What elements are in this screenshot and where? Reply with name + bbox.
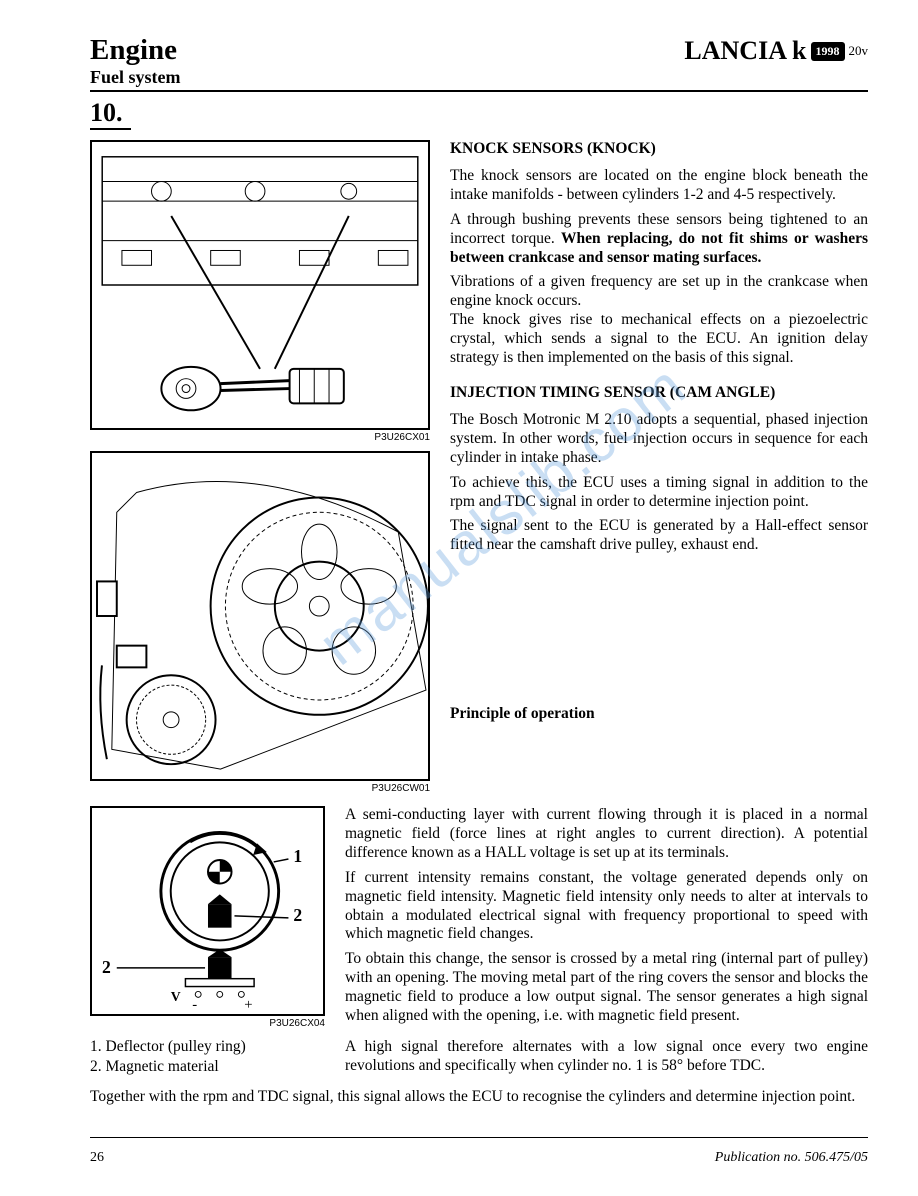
lower-left-column: 1 2 2 V - + P3U26CX04 1. Deflector (pull…: [90, 806, 325, 1082]
page-footer: 26 Publication no. 506.475/05: [90, 1137, 868, 1166]
closing-p1: A high signal therefore alternates with …: [345, 1038, 868, 1076]
fig3-label-2a: 2: [293, 905, 302, 925]
principle-p1: A semi-conducting layer with current flo…: [345, 806, 868, 863]
principle-p3: To obtain this change, the sensor is cro…: [345, 950, 868, 1026]
injection-p1: The Bosch Motronic M 2.10 adopts a seque…: [450, 411, 868, 468]
left-column: P3U26CX01: [90, 140, 430, 802]
figure2-caption: P3U26CW01: [90, 783, 430, 794]
fig3-label-1: 1: [293, 846, 302, 866]
brand-text: LANCIA k: [684, 36, 806, 66]
closing-p2: Together with the rpm and TDC signal, th…: [90, 1088, 868, 1107]
fig3-label-minus: -: [192, 997, 197, 1013]
figure1-caption: P3U26CX01: [90, 432, 430, 443]
knock-p4: The knock gives rise to mechanical effec…: [450, 311, 868, 368]
header-title: Engine: [90, 36, 180, 65]
header-left: Engine Fuel system: [90, 36, 180, 88]
legend-2: 2. Magnetic material: [90, 1057, 325, 1077]
right-column: KNOCK SENSORS (KNOCK) The knock sensors …: [450, 140, 868, 802]
variant-text: 20v: [849, 43, 869, 59]
figure-hall-principle: 1 2 2 V - +: [90, 806, 325, 1016]
injection-p2: To achieve this, the ECU uses a timing s…: [450, 474, 868, 512]
fig3-label-v: V: [171, 989, 181, 1004]
injection-heading: INJECTION TIMING SENSOR (CAM ANGLE): [450, 384, 868, 403]
knock-heading: KNOCK SENSORS (KNOCK): [450, 140, 868, 159]
fig3-label-plus: +: [244, 997, 252, 1013]
fig3-label-2b: 2: [102, 957, 111, 977]
figure3-caption: P3U26CX04: [90, 1018, 325, 1029]
injection-p3: The signal sent to the ECU is generated …: [450, 517, 868, 555]
page-header: Engine Fuel system LANCIA k 1998 20v: [90, 36, 868, 92]
lower-right-column: A semi-conducting layer with current flo…: [345, 806, 868, 1082]
knock-p2: A through bushing prevents these sensors…: [450, 211, 868, 268]
knock-p1: The knock sensors are located on the eng…: [450, 167, 868, 205]
figure-cam-sensor: [90, 451, 430, 781]
header-subtitle: Fuel system: [90, 67, 180, 88]
figure-legend: 1. Deflector (pulley ring) 2. Magnetic m…: [90, 1037, 325, 1077]
year-badge: 1998: [811, 42, 845, 61]
knock-p3: Vibrations of a given frequency are set …: [450, 273, 868, 311]
section-number: 10.: [90, 98, 131, 130]
figure-knock-sensor: [90, 140, 430, 430]
publication-number: Publication no. 506.475/05: [715, 1150, 868, 1166]
principle-p2: If current intensity remains constant, t…: [345, 869, 868, 945]
legend-1: 1. Deflector (pulley ring): [90, 1037, 325, 1057]
header-right: LANCIA k 1998 20v: [684, 36, 868, 66]
page-number: 26: [90, 1150, 104, 1166]
principle-heading: Principle of operation: [450, 705, 868, 724]
